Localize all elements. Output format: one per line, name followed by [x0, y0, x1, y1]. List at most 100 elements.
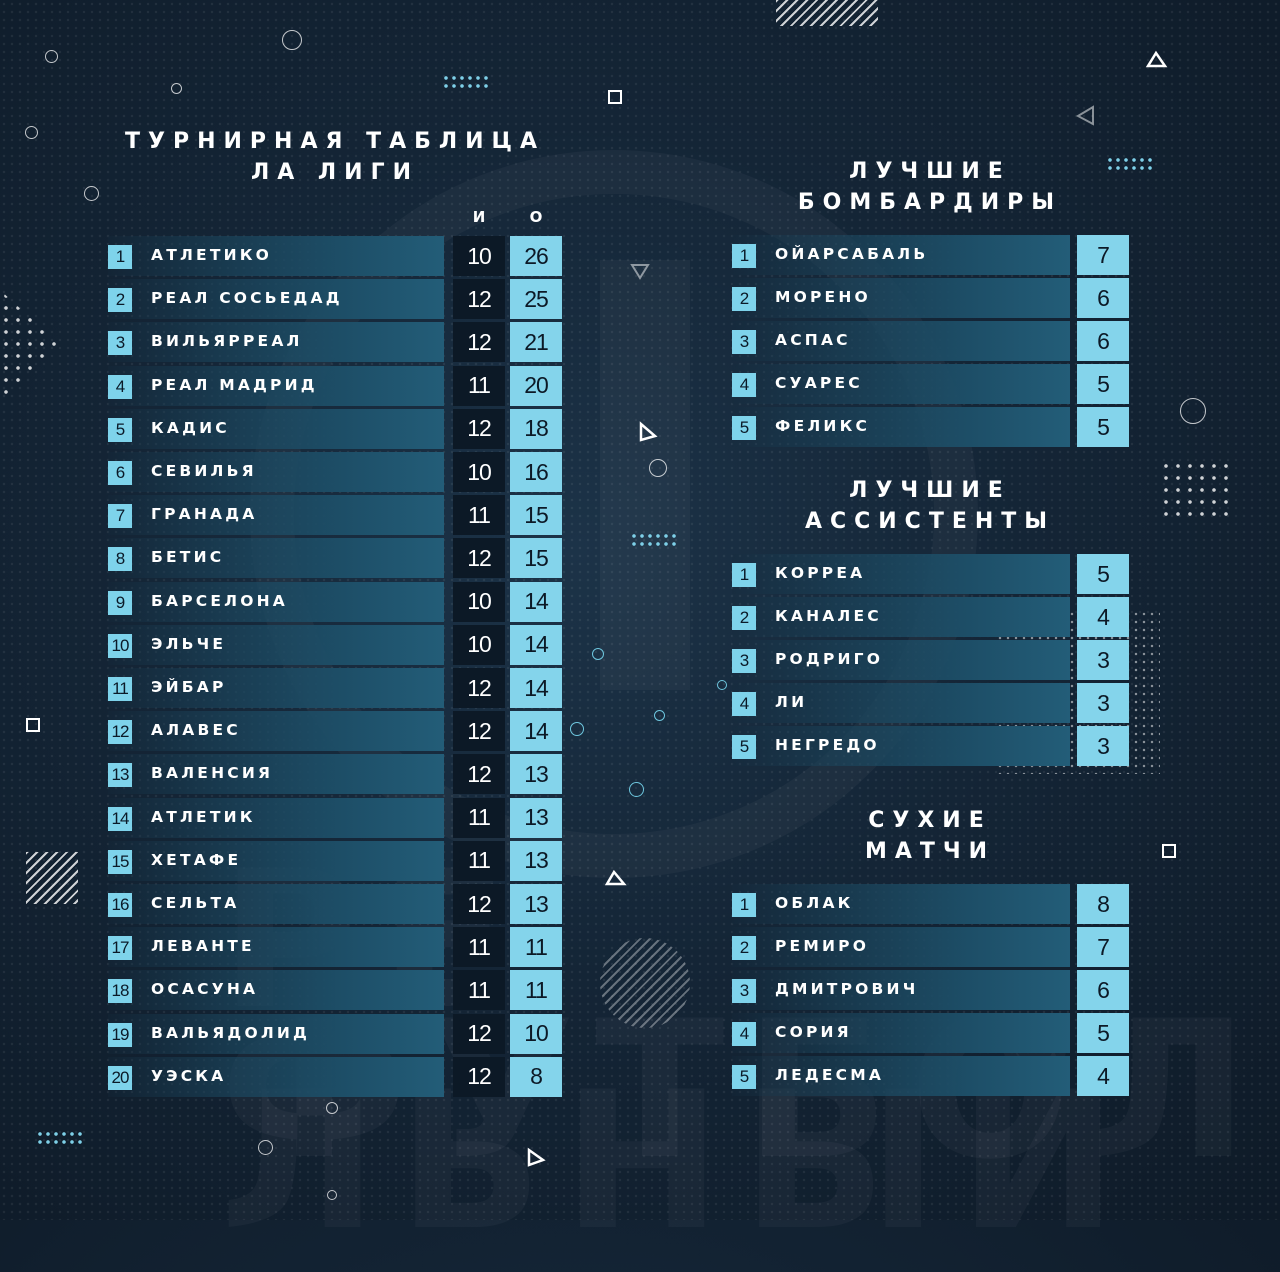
team-name: ВАЛЕНСИЯ	[151, 764, 274, 783]
scorer-row: 2 МОРЕНО 6	[732, 278, 1130, 318]
games-cell: 10	[453, 624, 505, 665]
value-cell: 5	[1077, 364, 1129, 404]
standings-title-line2: ЛА ЛИГИ	[250, 160, 420, 185]
player-name: РЕМИРО	[775, 937, 870, 955]
player-bar	[732, 554, 1070, 594]
value-cell: 6	[1077, 321, 1129, 361]
team-name: ВАЛЬЯДОЛИД	[151, 1023, 311, 1042]
standings-row: 15 ХЕТАФЕ 11 13	[108, 840, 564, 881]
value-cell: 6	[1077, 278, 1129, 318]
games-cell: 12	[453, 668, 505, 708]
scorer-row: 4 СУАРЕС 5	[732, 364, 1130, 404]
assist-row: 2 КАНАЛЕС 4	[732, 597, 1130, 637]
value-cell: 4	[1077, 1056, 1129, 1096]
scorer-row: 3 АСПАС 6	[732, 321, 1130, 361]
standings-row: 18 ОСАСУНА 11 11	[108, 970, 564, 1011]
games-cell: 11	[453, 365, 505, 406]
player-name: ОБЛАК	[775, 894, 854, 912]
position-badge: 3	[732, 330, 756, 354]
team-name: СЕВИЛЬЯ	[151, 462, 257, 480]
circle-deco	[171, 83, 182, 94]
points-cell: 11	[510, 927, 562, 968]
team-name: ХЕТАФЕ	[151, 850, 242, 869]
team-bar	[108, 927, 444, 968]
circle-deco	[654, 710, 665, 721]
points-cell: 13	[510, 754, 562, 795]
team-bar	[108, 970, 444, 1011]
position-badge: 2	[732, 606, 756, 630]
team-bar	[108, 668, 444, 708]
points-cell: 13	[510, 797, 562, 838]
assists-title: ЛУЧШИЕ АССИСТЕНТЫ	[730, 475, 1130, 537]
hatch-center-ball	[600, 938, 690, 1028]
position-badge: 12	[108, 720, 132, 745]
standings-title-line1: ТУРНИРНАЯ ТАБЛИЦА	[124, 129, 545, 154]
circle-deco	[326, 1102, 338, 1114]
player-bar	[732, 364, 1070, 404]
points-cell: 26	[510, 236, 562, 276]
circle-deco	[327, 1190, 337, 1200]
team-bar	[108, 1013, 444, 1054]
circle-deco	[282, 30, 302, 50]
hatch-top	[776, 0, 878, 26]
assists-title-line1: ЛУЧШИЕ	[849, 478, 1011, 503]
circle-deco	[1180, 398, 1206, 424]
position-badge: 2	[732, 936, 756, 960]
team-name: ЭЙБАР	[151, 678, 227, 696]
player-name: АСПАС	[775, 331, 851, 349]
position-badge: 1	[732, 244, 756, 268]
assist-row: 3 РОДРИГО 3	[732, 640, 1130, 680]
value-cell: 5	[1077, 1013, 1129, 1053]
clean-sheets-title-line1: СУХИЕ	[868, 808, 992, 833]
position-badge: 3	[108, 331, 132, 356]
position-badge: 1	[732, 893, 756, 917]
position-badge: 15	[108, 849, 132, 874]
standings-row: 14 АТЛЕТИК 11 13	[108, 797, 564, 838]
dot-strip-3	[630, 532, 680, 548]
player-name: СОРИЯ	[775, 1023, 852, 1041]
position-badge: 19	[108, 1022, 132, 1047]
assist-row: 4 ЛИ 3	[732, 683, 1130, 723]
value-cell: 6	[1077, 970, 1129, 1010]
scorers-title-line1: ЛУЧШИЕ	[849, 159, 1011, 184]
points-cell: 15	[510, 495, 562, 536]
standings-row: 10 ЭЛЬЧЕ 10 14	[108, 624, 564, 665]
player-bar	[732, 235, 1070, 275]
team-bar	[108, 538, 444, 579]
player-bar	[732, 640, 1070, 680]
scorer-row: 5 ФЕЛИКС 5	[732, 407, 1130, 447]
position-badge: 4	[108, 374, 132, 399]
team-name: РЕАЛ СОСЬЕДАД	[151, 289, 343, 308]
team-name: СЕЛЬТА	[151, 894, 240, 912]
player-bar	[732, 1013, 1070, 1053]
team-bar	[108, 624, 444, 665]
player-name: ДМИТРОВИЧ	[775, 980, 919, 998]
column-header-points: О	[529, 208, 543, 226]
value-cell: 3	[1077, 640, 1129, 680]
games-cell: 10	[453, 581, 505, 622]
value-cell: 4	[1077, 597, 1129, 637]
position-badge: 2	[108, 288, 132, 313]
value-cell: 3	[1077, 726, 1129, 766]
team-name: УЭСКА	[151, 1066, 227, 1085]
player-name: ЛЕДЕСМА	[775, 1066, 885, 1084]
clean-sheet-row: 3 ДМИТРОВИЧ 6	[732, 970, 1130, 1010]
player-name: ЛИ	[775, 693, 808, 711]
team-name: ЛЕВАНТЕ	[151, 937, 255, 956]
points-cell: 21	[510, 322, 562, 363]
team-bar	[108, 236, 444, 276]
standings-row: 12 АЛАВЕС 12 14	[108, 711, 564, 752]
player-name: МОРЕНО	[775, 288, 871, 306]
standings-row: 19 ВАЛЬЯДОЛИД 12 10	[108, 1013, 564, 1054]
team-bar	[108, 279, 444, 320]
games-cell: 11	[453, 840, 505, 881]
games-cell: 12	[453, 322, 505, 363]
position-badge: 3	[732, 979, 756, 1003]
column-header-games: И	[472, 208, 486, 226]
position-badge: 4	[732, 692, 756, 716]
games-cell: 12	[453, 279, 505, 320]
team-bar	[108, 408, 444, 449]
points-cell: 14	[510, 711, 562, 752]
team-bar	[108, 452, 444, 492]
dot-strip-1	[442, 74, 492, 90]
